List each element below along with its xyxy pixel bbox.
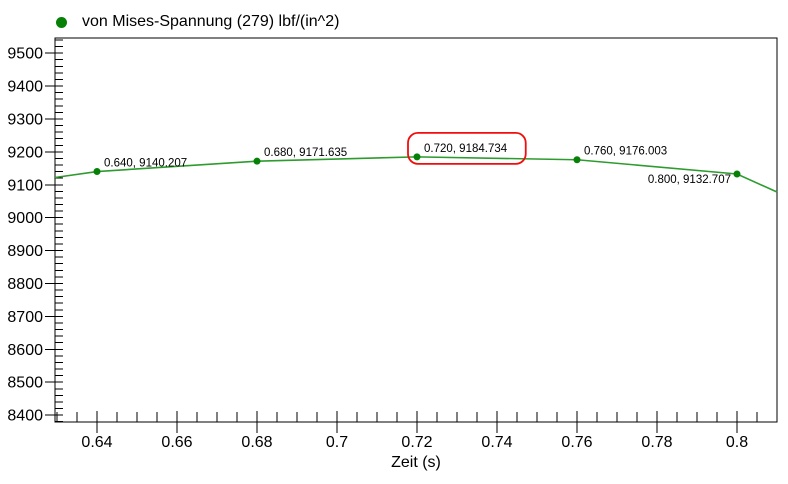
y-axis-tick-label: 9400 [7, 79, 43, 96]
y-axis-tick-label: 9100 [7, 177, 43, 194]
y-axis-tick-label: 8600 [7, 342, 43, 359]
x-axis-tick-label: 0.74 [481, 434, 512, 451]
x-axis-tick-label: 0.72 [401, 434, 432, 451]
data-point[interactable] [413, 153, 421, 161]
data-point[interactable] [253, 157, 261, 165]
x-axis-tick-label: 0.78 [641, 434, 672, 451]
y-axis-tick-label: 8800 [7, 276, 43, 293]
data-point[interactable] [573, 156, 581, 164]
y-axis-tick-label: 9200 [7, 144, 43, 161]
x-axis-tick-label: 0.76 [561, 434, 592, 451]
plot-border [54, 37, 778, 423]
x-axis-title: Zeit (s) [391, 454, 441, 471]
series-marker-icon [56, 16, 67, 28]
x-axis-tick-label: 0.8 [726, 434, 748, 451]
data-point-label: 0.760, 9176.003 [584, 146, 667, 158]
chart-legend: von Mises-Spannung (279) lbf/(in^2) [56, 13, 339, 31]
data-point-label: 0.680, 9171.635 [264, 147, 347, 159]
y-axis-tick-label: 8400 [7, 408, 43, 425]
y-axis-tick-label: 8700 [7, 309, 43, 326]
x-axis-tick-label: 0.68 [241, 434, 272, 451]
x-axis-tick-label: 0.66 [161, 434, 192, 451]
data-point-label: 0.800, 9132.707 [648, 174, 731, 186]
y-axis-tick-label: 9500 [7, 46, 43, 63]
highlight-box [407, 131, 527, 165]
x-axis-tick-label: 0.7 [326, 434, 348, 451]
y-axis-tick-label: 9000 [7, 210, 43, 227]
y-axis-tick-label: 8900 [7, 243, 43, 260]
series-legend-label: von Mises-Spannung (279) lbf/(in^2) [82, 13, 340, 30]
y-axis-tick-label: 9300 [7, 111, 43, 128]
y-axis-tick-label: 8500 [7, 375, 43, 392]
x-axis-tick-label: 0.64 [81, 434, 112, 451]
data-point-label: 0.720, 9184.734 [424, 143, 508, 155]
data-point-label: 0.640, 9140.207 [104, 158, 187, 170]
data-point[interactable] [733, 170, 741, 178]
data-point[interactable] [93, 168, 101, 176]
